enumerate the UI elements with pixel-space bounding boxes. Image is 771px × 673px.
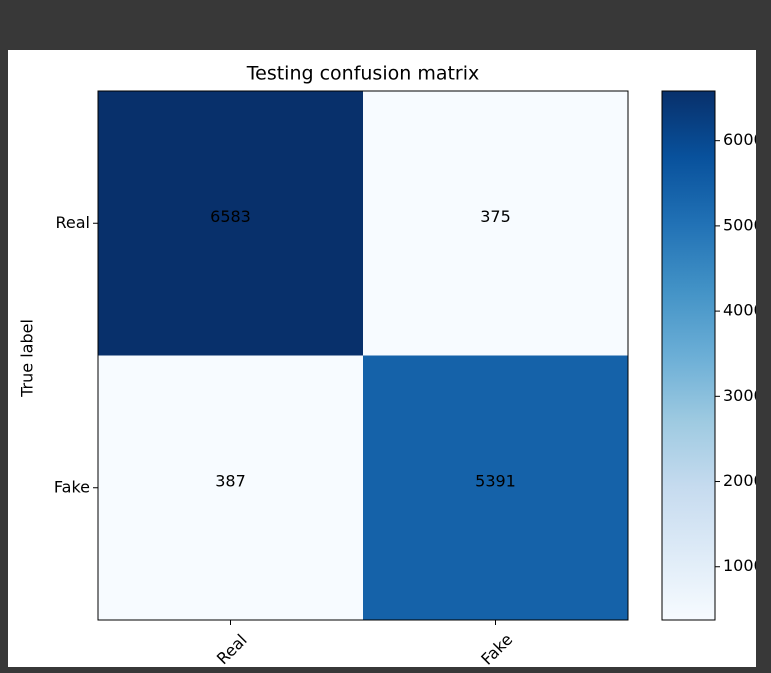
heatmap-cell [98,91,363,356]
colorbar-tick-label: 4000 [723,301,756,320]
chart: Testing confusion matrix True label 6583… [18,63,757,668]
cell-label: 5391 [475,471,516,490]
y-tick-label: Fake [54,477,90,496]
heatmap-cell [363,355,628,620]
colorbar-tick-label: 6000 [723,130,756,149]
colorbar-tick-label: 5000 [723,215,756,234]
plot-frame [97,90,629,621]
cell-label: 387 [215,471,246,490]
heatmap-cell [363,91,628,356]
cell-label: 6583 [210,207,251,226]
y-axis-label: True label [18,319,37,398]
x-tick-label: Fake [477,630,516,667]
heatmap-cell [98,355,363,620]
y-tick-label: Real [56,213,91,232]
colorbar-tick-label: 3000 [723,386,756,405]
x-tick-label: Real [213,630,251,667]
cell-label: 375 [480,207,511,226]
colorbar-tick-label: 1000 [723,556,756,575]
colorbar [661,90,716,621]
chart-title: Testing confusion matrix [246,63,480,85]
figure: Testing confusion matrix True label 6583… [8,50,756,667]
colorbar-tick-label: 2000 [723,471,756,490]
